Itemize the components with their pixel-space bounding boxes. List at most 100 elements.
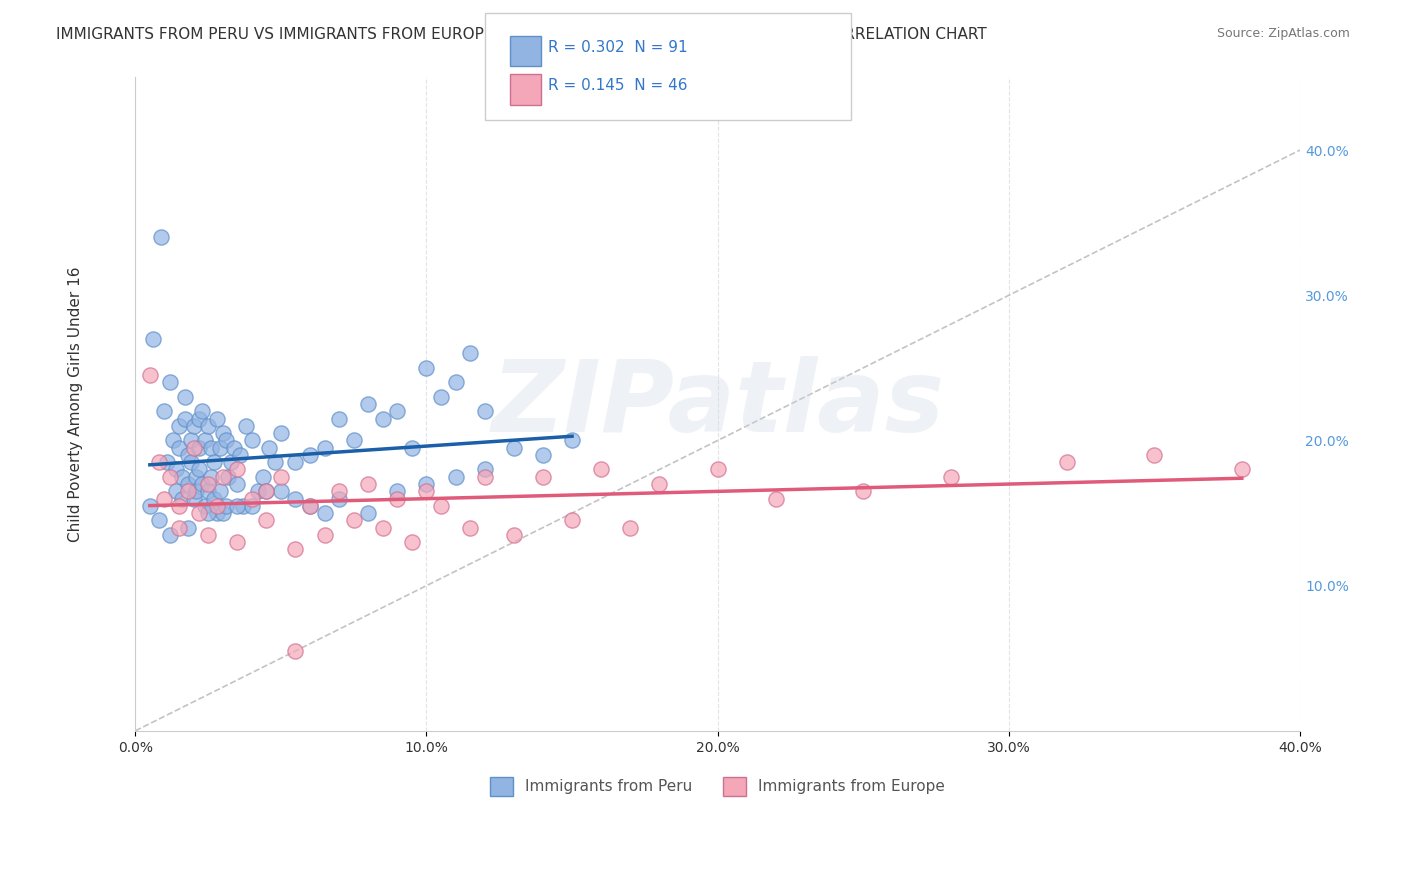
Point bbox=[474, 404, 496, 418]
Point bbox=[314, 528, 336, 542]
Point bbox=[415, 360, 437, 375]
Point bbox=[156, 455, 179, 469]
Point bbox=[561, 513, 583, 527]
Point bbox=[474, 462, 496, 476]
Text: ZIPatlas: ZIPatlas bbox=[491, 356, 945, 452]
Point bbox=[502, 528, 524, 542]
Point bbox=[197, 506, 219, 520]
Point bbox=[211, 426, 233, 441]
Point bbox=[328, 411, 350, 425]
Point bbox=[197, 418, 219, 433]
Point bbox=[176, 448, 198, 462]
Point bbox=[159, 469, 181, 483]
Point bbox=[371, 520, 394, 534]
Point bbox=[202, 491, 225, 506]
Point bbox=[165, 462, 187, 476]
Point bbox=[214, 499, 236, 513]
Point bbox=[211, 506, 233, 520]
Point bbox=[226, 499, 249, 513]
Point bbox=[205, 506, 228, 520]
Point bbox=[217, 469, 239, 483]
Point bbox=[357, 397, 380, 411]
Text: Source: ZipAtlas.com: Source: ZipAtlas.com bbox=[1216, 27, 1350, 40]
Point bbox=[387, 491, 409, 506]
Point bbox=[139, 499, 162, 513]
Point bbox=[401, 535, 423, 549]
Point bbox=[591, 462, 613, 476]
Point bbox=[232, 499, 254, 513]
Point bbox=[328, 491, 350, 506]
Point bbox=[205, 411, 228, 425]
Text: R = 0.302  N = 91: R = 0.302 N = 91 bbox=[548, 40, 688, 54]
Point bbox=[208, 441, 231, 455]
Point bbox=[531, 448, 554, 462]
Point bbox=[176, 520, 198, 534]
Point bbox=[167, 520, 190, 534]
Point bbox=[235, 418, 257, 433]
Point bbox=[240, 434, 263, 448]
Point bbox=[240, 499, 263, 513]
Point bbox=[270, 426, 292, 441]
Point bbox=[191, 404, 214, 418]
Point bbox=[284, 455, 307, 469]
Point bbox=[153, 404, 176, 418]
Point bbox=[188, 462, 211, 476]
Point bbox=[371, 411, 394, 425]
Point bbox=[357, 477, 380, 491]
Point bbox=[314, 441, 336, 455]
Point bbox=[444, 469, 467, 483]
Point bbox=[401, 441, 423, 455]
Point bbox=[430, 390, 453, 404]
Point bbox=[148, 513, 170, 527]
Point bbox=[765, 491, 787, 506]
Point bbox=[357, 506, 380, 520]
Point bbox=[252, 469, 274, 483]
Point bbox=[284, 542, 307, 557]
Point bbox=[224, 441, 246, 455]
Point bbox=[298, 448, 321, 462]
Point bbox=[167, 441, 190, 455]
Point bbox=[254, 484, 277, 499]
Point bbox=[648, 477, 671, 491]
Point bbox=[167, 418, 190, 433]
Point bbox=[444, 376, 467, 390]
Point bbox=[173, 411, 195, 425]
Point bbox=[186, 484, 208, 499]
Legend: Immigrants from Peru, Immigrants from Europe: Immigrants from Peru, Immigrants from Eu… bbox=[484, 771, 952, 802]
Point bbox=[1230, 462, 1253, 476]
Point bbox=[202, 455, 225, 469]
Point bbox=[197, 477, 219, 491]
Point bbox=[415, 484, 437, 499]
Point bbox=[139, 368, 162, 383]
Point bbox=[180, 455, 202, 469]
Point bbox=[298, 499, 321, 513]
Point bbox=[254, 513, 277, 527]
Point bbox=[1056, 455, 1078, 469]
Point bbox=[205, 499, 228, 513]
Point bbox=[211, 469, 233, 483]
Point bbox=[194, 434, 217, 448]
Point bbox=[142, 332, 165, 346]
Point bbox=[1143, 448, 1166, 462]
Point bbox=[264, 455, 287, 469]
Point bbox=[387, 404, 409, 418]
Point bbox=[226, 462, 249, 476]
Point bbox=[229, 448, 252, 462]
Point bbox=[176, 477, 198, 491]
Point bbox=[387, 484, 409, 499]
Point bbox=[246, 484, 269, 499]
Point bbox=[852, 484, 875, 499]
Point bbox=[148, 455, 170, 469]
Point bbox=[257, 441, 280, 455]
Point bbox=[343, 434, 366, 448]
Point bbox=[208, 484, 231, 499]
Point bbox=[502, 441, 524, 455]
Point bbox=[328, 484, 350, 499]
Point bbox=[531, 469, 554, 483]
Point bbox=[183, 418, 205, 433]
Point bbox=[170, 469, 193, 483]
Point bbox=[159, 528, 181, 542]
Point bbox=[270, 469, 292, 483]
Point bbox=[188, 506, 211, 520]
Point bbox=[458, 520, 481, 534]
